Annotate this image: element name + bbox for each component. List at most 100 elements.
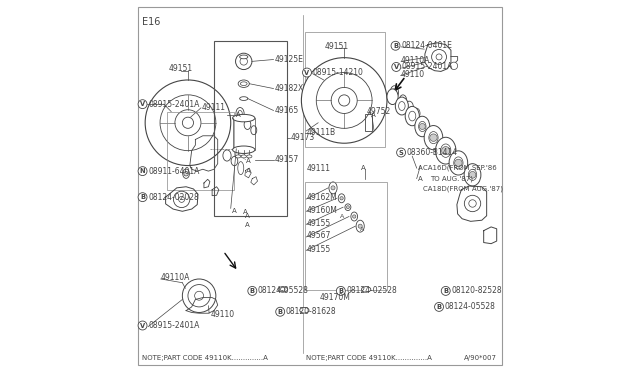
Text: 49182X: 49182X (275, 84, 304, 93)
Text: N: N (140, 168, 145, 174)
Text: 49110A: 49110A (401, 56, 431, 65)
Text: A: A (417, 165, 422, 171)
Text: 49160M: 49160M (306, 206, 337, 215)
Circle shape (441, 286, 450, 295)
Circle shape (138, 193, 147, 202)
Ellipse shape (399, 102, 405, 110)
Ellipse shape (238, 161, 244, 174)
Circle shape (145, 80, 230, 166)
Ellipse shape (413, 108, 420, 119)
Ellipse shape (231, 157, 238, 166)
Circle shape (160, 95, 216, 151)
Circle shape (469, 171, 476, 178)
Ellipse shape (278, 286, 287, 292)
Text: TO AUG.'87): TO AUG.'87) (429, 175, 473, 182)
Ellipse shape (464, 164, 481, 186)
Text: 49125E: 49125E (275, 55, 303, 64)
Circle shape (392, 62, 401, 71)
Ellipse shape (435, 137, 456, 164)
Bar (305, 182, 387, 290)
Circle shape (301, 58, 387, 143)
Text: 08915-2401A: 08915-2401A (148, 100, 200, 109)
Ellipse shape (329, 182, 337, 194)
Circle shape (397, 148, 406, 157)
Text: CA18D(FROM AUG.'87): CA18D(FROM AUG.'87) (424, 186, 504, 192)
Circle shape (331, 186, 335, 190)
Text: 49155: 49155 (306, 219, 330, 228)
Ellipse shape (440, 144, 451, 157)
Circle shape (340, 196, 343, 200)
Circle shape (353, 215, 356, 218)
Text: 49110: 49110 (211, 310, 234, 319)
Text: CA16D(FROM SEP.'86: CA16D(FROM SEP.'86 (424, 165, 497, 171)
Text: A: A (245, 222, 250, 228)
Circle shape (182, 279, 216, 312)
Text: V: V (394, 64, 399, 70)
Ellipse shape (241, 82, 247, 86)
Ellipse shape (356, 220, 364, 232)
Bar (214, 41, 287, 216)
Text: NOTE;PART CODE 49110K..............A: NOTE;PART CODE 49110K..............A (142, 355, 268, 361)
Ellipse shape (409, 111, 416, 121)
Text: 49110: 49110 (401, 70, 425, 79)
Text: A: A (246, 168, 250, 174)
Text: A: A (417, 176, 422, 182)
Text: 49155: 49155 (306, 245, 330, 254)
Ellipse shape (454, 157, 463, 169)
Circle shape (442, 147, 450, 155)
Text: 49111B: 49111B (306, 128, 335, 137)
Circle shape (138, 321, 147, 330)
Ellipse shape (232, 146, 255, 153)
Text: 49111: 49111 (202, 103, 226, 112)
Text: B: B (444, 288, 448, 294)
Ellipse shape (239, 55, 248, 59)
Text: 49567: 49567 (306, 231, 331, 240)
Text: 49170M: 49170M (320, 293, 351, 302)
Text: A: A (243, 209, 248, 215)
Text: A: A (236, 112, 240, 118)
Circle shape (429, 134, 437, 141)
Bar (305, 32, 385, 147)
Text: 49151: 49151 (324, 42, 349, 51)
Text: B: B (339, 288, 343, 294)
Text: B: B (436, 304, 442, 310)
Circle shape (138, 100, 147, 109)
Circle shape (339, 95, 349, 106)
Circle shape (240, 58, 248, 65)
Ellipse shape (232, 115, 255, 122)
Text: 49165: 49165 (275, 106, 299, 115)
Ellipse shape (300, 307, 309, 313)
Ellipse shape (236, 155, 241, 158)
Circle shape (435, 302, 444, 311)
Ellipse shape (345, 204, 351, 211)
Ellipse shape (424, 126, 443, 150)
Ellipse shape (387, 89, 398, 105)
Text: 08120-82528: 08120-82528 (451, 286, 502, 295)
Text: 08124-0401E: 08124-0401E (401, 41, 452, 50)
Circle shape (184, 171, 188, 176)
Text: A: A (232, 208, 237, 214)
Circle shape (236, 53, 252, 70)
Text: A: A (371, 112, 376, 118)
Circle shape (358, 224, 362, 228)
Text: A: A (340, 214, 344, 219)
Ellipse shape (419, 121, 426, 132)
Ellipse shape (338, 194, 345, 203)
Text: 08915-2401A: 08915-2401A (402, 62, 453, 71)
Text: 49173: 49173 (291, 133, 316, 142)
Ellipse shape (351, 212, 358, 221)
Text: 49157: 49157 (275, 155, 299, 164)
Text: B: B (250, 288, 255, 294)
Circle shape (468, 200, 476, 207)
Ellipse shape (396, 97, 408, 115)
Circle shape (303, 68, 312, 77)
Text: E16: E16 (142, 17, 161, 27)
Circle shape (248, 286, 257, 295)
Circle shape (431, 49, 447, 64)
Ellipse shape (362, 286, 371, 292)
Circle shape (419, 124, 425, 129)
Text: 08911-6401A: 08911-6401A (148, 167, 200, 176)
Text: 49162M: 49162M (306, 193, 337, 202)
Circle shape (276, 307, 285, 316)
Ellipse shape (390, 86, 399, 99)
